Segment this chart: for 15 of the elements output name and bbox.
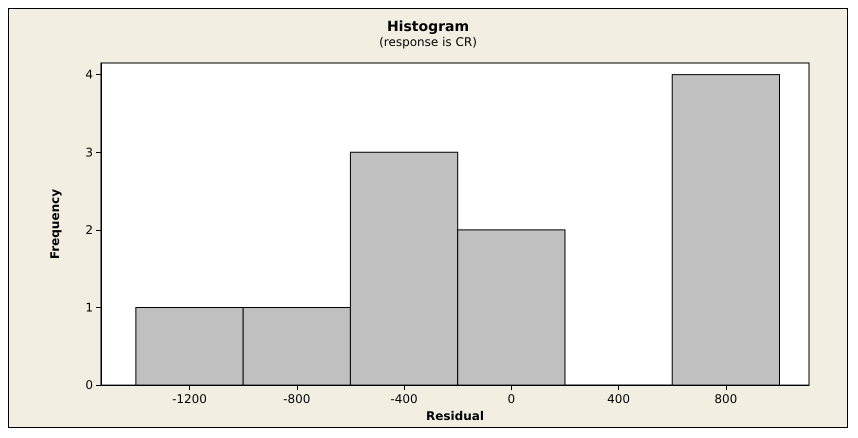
y-axis-title: Frequency xyxy=(48,188,62,260)
x-tick-label: 800 xyxy=(714,392,738,406)
x-axis-title: Residual xyxy=(426,409,484,423)
chart-title: Histogram xyxy=(386,19,470,35)
x-tick-label: 0 xyxy=(508,392,516,406)
y-tick-label: 0 xyxy=(85,378,93,392)
y-tick-label: 1 xyxy=(85,300,93,314)
chart-subtitle: (response is CR) xyxy=(379,35,477,49)
y-tick-label: 2 xyxy=(85,222,93,237)
x-tick-label: -800 xyxy=(283,392,310,406)
x-tick-label: -400 xyxy=(390,392,418,406)
x-tick-label: 400 xyxy=(607,392,630,406)
x-tick-label: -1200 xyxy=(172,392,207,406)
y-tick-label: 4 xyxy=(85,68,93,82)
y-tick-label: 3 xyxy=(85,145,93,160)
